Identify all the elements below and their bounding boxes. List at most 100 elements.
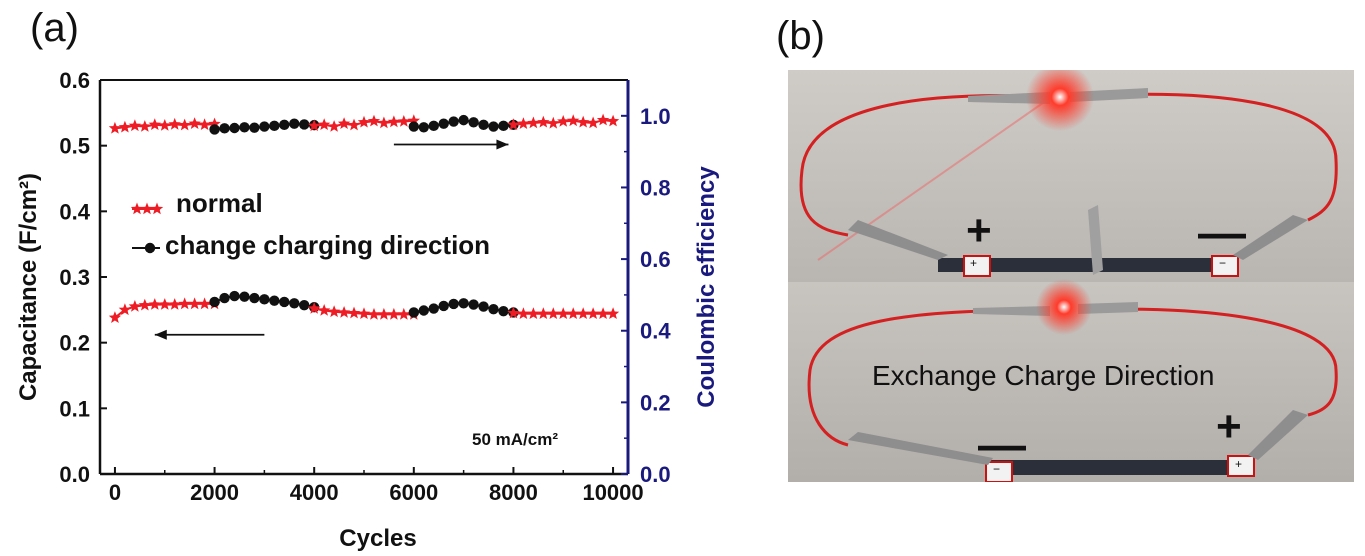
- efficiency-change-point: [209, 124, 220, 135]
- efficiency-normal-point: [507, 118, 520, 130]
- efficiency-normal-point: [517, 117, 530, 129]
- efficiency-normal-point: [208, 117, 221, 130]
- capacitance-change-point: [239, 291, 250, 302]
- y-tick-label: 0.5: [59, 134, 90, 159]
- top-minus-sign: —: [1198, 207, 1246, 260]
- efficiency-normal-point: [557, 115, 570, 127]
- y-tick-label: 0.3: [59, 265, 90, 290]
- efficiency-change-point: [418, 122, 429, 133]
- y2-axis-label: Coulombic efficiency: [693, 166, 720, 408]
- capacitance-normal-point: [168, 298, 181, 310]
- capacitance-change-point: [279, 296, 290, 308]
- capacitance-change-point: [219, 292, 230, 304]
- capacitance-normal-point: [377, 307, 391, 320]
- efficiency-normal-point: [138, 120, 151, 132]
- capacitance-normal-point: [547, 307, 560, 319]
- bottom-plus-sign: +: [1216, 402, 1242, 451]
- capacitance-normal-point: [557, 307, 570, 319]
- legend-marker-change: [144, 242, 156, 254]
- efficiency-normal-point: [606, 114, 620, 127]
- efficiency-normal-point: [128, 119, 141, 132]
- efficiency-change-point: [448, 116, 459, 127]
- capacitance-normal-point: [537, 307, 550, 319]
- capacitance-normal-point: [567, 307, 580, 319]
- efficiency-normal-point: [347, 118, 361, 131]
- top-plus-sign: +: [966, 206, 992, 255]
- efficiency-normal-point: [308, 119, 321, 132]
- led-circuit-photo: + — Exchange Charge Direction — + + − − …: [788, 63, 1354, 483]
- x-tick-label: 8000: [489, 480, 538, 505]
- capacitance-normal-point: [397, 307, 410, 320]
- legend-label-change: change charging direction: [165, 230, 490, 260]
- capacitance-normal-point: [108, 311, 122, 323]
- efficiency-normal-point: [367, 114, 381, 127]
- terminal-label: −: [1219, 256, 1227, 270]
- capacitance-normal-point: [198, 297, 211, 310]
- x-tick-label: 6000: [389, 480, 438, 505]
- capacitance-normal-point: [596, 307, 610, 319]
- efficiency-normal-point: [148, 118, 161, 130]
- capacitance-normal-point: [318, 304, 331, 316]
- efficiency-normal-point: [577, 115, 590, 128]
- efficiency-normal-point: [118, 120, 132, 133]
- x-axis-label: Cycles: [339, 525, 416, 552]
- efficiency-normal-point: [327, 120, 341, 132]
- efficiency-change-point: [229, 122, 240, 134]
- capacitance-normal-point: [188, 297, 201, 310]
- capacitance-change-point: [408, 307, 420, 318]
- capacitance-change-point: [448, 298, 459, 310]
- capacitance-normal-point: [158, 298, 171, 310]
- capacitance-change-point: [498, 305, 509, 317]
- y2-tick-label: 1.0: [640, 104, 671, 129]
- capacitance-normal-point: [517, 307, 530, 319]
- capacitance-normal-point: [138, 298, 151, 311]
- efficiency-normal-point: [158, 119, 171, 131]
- current-density-annotation: 50 mA/cm²: [472, 430, 558, 449]
- y-tick-label: 0.6: [59, 68, 90, 93]
- efficiency-change-point: [478, 119, 489, 130]
- efficiency-change-point: [249, 122, 260, 133]
- x-tick-label: 10000: [582, 480, 643, 505]
- y-tick-label: 0.0: [59, 462, 90, 487]
- y2-tick-label: 0.6: [640, 247, 671, 272]
- capacitance-normal-point: [527, 307, 540, 319]
- capacitance-normal-point: [148, 298, 161, 310]
- efficiency-normal-point: [537, 115, 550, 128]
- panel-label-b: (b): [776, 14, 825, 58]
- efficiency-change-point: [428, 120, 439, 132]
- capacitance-normal-point: [577, 307, 590, 319]
- efficiency-change-point: [498, 120, 509, 132]
- efficiency-normal-point: [377, 116, 391, 129]
- capacitance-change-point: [269, 295, 280, 306]
- capacitance-change-point: [488, 303, 499, 315]
- efficiency-normal-point: [407, 114, 420, 127]
- efficiency-normal-point: [527, 116, 540, 129]
- led-glow-icon: [1036, 279, 1092, 335]
- efficiency-normal-point: [357, 115, 371, 128]
- capacitance-change-point: [249, 292, 260, 304]
- efficiency-change-point: [438, 118, 449, 129]
- efficiency-normal-point: [188, 117, 201, 129]
- photo-exchanged-direction: [788, 279, 1354, 483]
- efficiency-normal-point: [168, 117, 181, 130]
- y-axis-label: Capacitance (F/cm²): [15, 173, 42, 401]
- legend-marker-normal: [150, 202, 164, 215]
- capacitance-normal-point: [337, 306, 351, 318]
- capacitance-normal-point: [357, 307, 371, 319]
- capacitance-change-point: [458, 298, 469, 309]
- capacitance-normal-point: [118, 303, 132, 316]
- legend-label-normal: normal: [176, 188, 263, 218]
- bottom-minus-sign: —: [978, 419, 1026, 472]
- capacitance-chart: 0 2000 4000 6000 8000 100000.00.10.20.30.40.5…: [15, 68, 720, 552]
- efficiency-normal-point: [567, 114, 580, 127]
- capacitance-normal-point: [507, 306, 520, 319]
- y-tick-label: 0.4: [59, 199, 90, 224]
- efficiency-change-point: [289, 118, 300, 129]
- capacitance-change-point: [468, 299, 479, 310]
- efficiency-normal-point: [198, 118, 211, 130]
- capacitance-normal-point: [587, 307, 600, 319]
- capacitance-normal-point: [308, 302, 321, 314]
- capacitance-change-point: [418, 305, 429, 316]
- terminal-label: −: [993, 462, 1001, 476]
- efficiency-normal-point: [387, 115, 401, 128]
